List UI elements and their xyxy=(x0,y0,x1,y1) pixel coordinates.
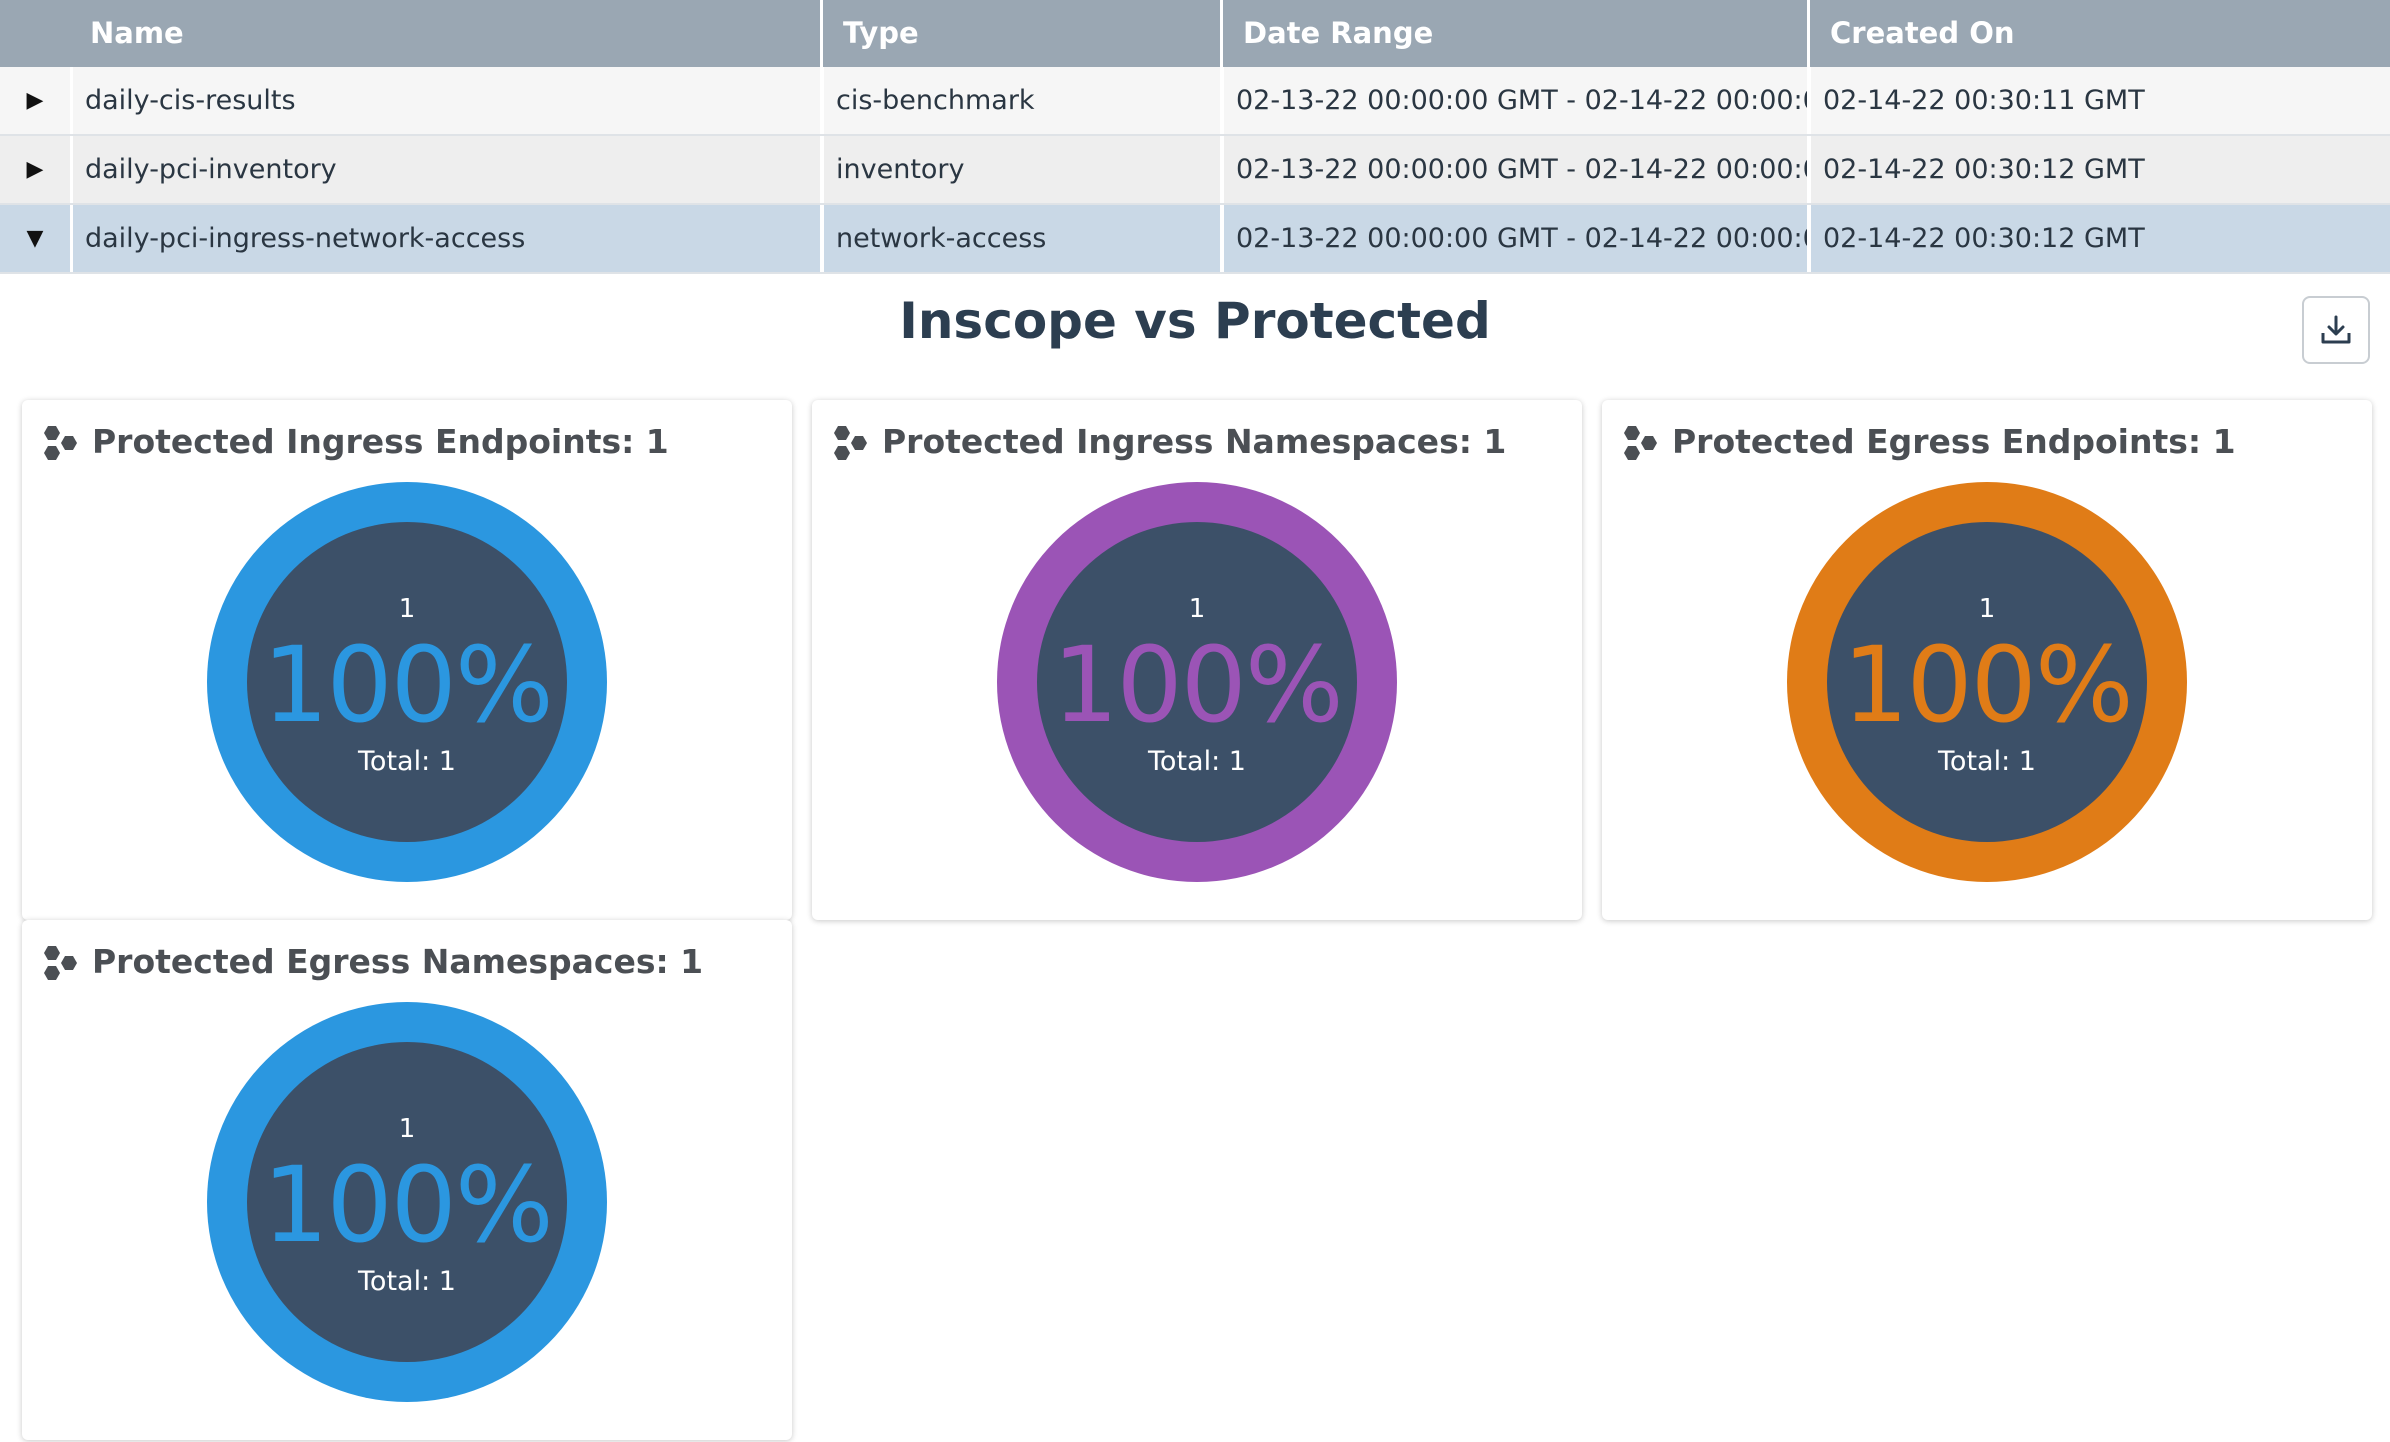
gauge-total: Total: 1 xyxy=(1938,746,2036,777)
row-date-range: 02-13-22 00:00:00 GMT - 02-14-22 00:00:0… xyxy=(1220,205,1807,272)
section-title: Inscope vs Protected xyxy=(899,292,1491,350)
row-name: daily-pci-ingress-network-access xyxy=(70,205,820,272)
gauge-card-egress-endpoints: Protected Egress Endpoints: 1 1 100% Tot… xyxy=(1602,400,2372,920)
column-header-type[interactable]: Type xyxy=(820,0,1220,67)
column-header-created-on[interactable]: Created On xyxy=(1807,0,2390,67)
download-button[interactable] xyxy=(2302,296,2370,364)
hexagon-cluster-icon xyxy=(834,426,867,460)
card-title: Protected Ingress Namespaces: 1 xyxy=(882,422,1507,461)
row-type: cis-benchmark xyxy=(820,67,1220,134)
column-header-name[interactable]: Name xyxy=(90,16,184,50)
row-created-on: 02-14-22 00:30:12 GMT xyxy=(1807,136,2390,203)
collapse-caret-icon[interactable]: ▼ xyxy=(26,226,44,251)
reports-table: Name Type Date Range Created On ▶ daily-… xyxy=(0,0,2390,274)
gauge-card-ingress-namespaces: Protected Ingress Namespaces: 1 1 100% T… xyxy=(812,400,1582,920)
gauge-count: 1 xyxy=(398,1114,416,1144)
row-created-on: 02-14-22 00:30:11 GMT xyxy=(1807,67,2390,134)
gauge-count: 1 xyxy=(1188,594,1206,624)
gauge-card-ingress-endpoints: Protected Ingress Endpoints: 1 1 100% To… xyxy=(22,400,792,920)
row-type: inventory xyxy=(820,136,1220,203)
row-type: network-access xyxy=(820,205,1220,272)
download-icon xyxy=(2321,315,2351,344)
card-title: Protected Egress Endpoints: 1 xyxy=(1672,422,2236,461)
gauge-count: 1 xyxy=(1978,594,1996,624)
card-title: Protected Ingress Endpoints: 1 xyxy=(92,422,669,461)
card-title: Protected Egress Namespaces: 1 xyxy=(92,942,704,981)
gauge-percent: 100% xyxy=(1842,624,2133,746)
donut-gauge: 1 100% Total: 1 xyxy=(997,482,1397,882)
table-row-selected[interactable]: ▼ daily-pci-ingress-network-access netwo… xyxy=(0,205,2390,274)
table-row[interactable]: ▶ daily-pci-inventory inventory 02-13-22… xyxy=(0,136,2390,205)
donut-gauge: 1 100% Total: 1 xyxy=(1787,482,2187,882)
row-date-range: 02-13-22 00:00:00 GMT - 02-14-22 00:00:0… xyxy=(1220,67,1807,134)
gauge-count: 1 xyxy=(398,594,416,624)
gauge-percent: 100% xyxy=(262,1144,553,1266)
hexagon-cluster-icon xyxy=(44,946,77,980)
gauge-percent: 100% xyxy=(1052,624,1343,746)
gauge-total: Total: 1 xyxy=(358,746,456,777)
row-name: daily-pci-inventory xyxy=(70,136,820,203)
column-header-date-range[interactable]: Date Range xyxy=(1220,0,1807,67)
hexagon-cluster-icon xyxy=(44,426,77,460)
gauge-percent: 100% xyxy=(262,624,553,746)
gauge-total: Total: 1 xyxy=(358,1266,456,1297)
row-name: daily-cis-results xyxy=(70,67,820,134)
expand-caret-icon[interactable]: ▶ xyxy=(26,88,44,113)
donut-gauge: 1 100% Total: 1 xyxy=(207,482,607,882)
hexagon-cluster-icon xyxy=(1624,426,1657,460)
table-header: Name Type Date Range Created On xyxy=(0,0,2390,67)
gauge-card-egress-namespaces: Protected Egress Namespaces: 1 1 100% To… xyxy=(22,920,792,1440)
row-created-on: 02-14-22 00:30:12 GMT xyxy=(1807,205,2390,272)
row-date-range: 02-13-22 00:00:00 GMT - 02-14-22 00:00:0… xyxy=(1220,136,1807,203)
gauge-total: Total: 1 xyxy=(1148,746,1246,777)
expand-caret-icon[interactable]: ▶ xyxy=(26,157,44,182)
donut-gauge: 1 100% Total: 1 xyxy=(207,1002,607,1402)
table-row[interactable]: ▶ daily-cis-results cis-benchmark 02-13-… xyxy=(0,67,2390,136)
